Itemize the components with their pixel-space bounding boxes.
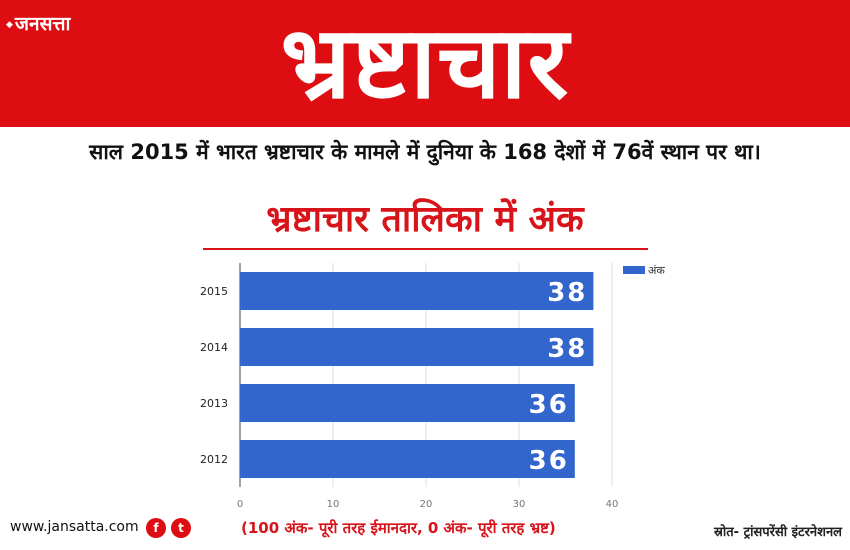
- bar: [240, 440, 575, 478]
- bar: [240, 272, 594, 310]
- score-note: (100 अंक- पूरी तरह ईमानदार, 0 अंक- पूरी …: [241, 519, 556, 537]
- facebook-icon[interactable]: f: [146, 518, 166, 538]
- page-title: भ्रष्टाचार: [280, 4, 570, 121]
- chart-heading: भ्रष्टाचार तालिका में अंक: [266, 199, 584, 240]
- legend-swatch: [623, 266, 645, 274]
- bar: [240, 328, 594, 366]
- data-label: 36: [529, 446, 569, 476]
- tick-label: 0: [237, 499, 243, 510]
- heading-underline: [203, 248, 648, 250]
- bar-chart: 2015 38 2014 38 2013 36 2012 36 0 10 20 30 40 अंक: [200, 263, 665, 510]
- twitter-icon[interactable]: t: [171, 518, 191, 538]
- data-label: 36: [529, 390, 569, 420]
- tick-label: 30: [513, 499, 526, 510]
- source-credit: स्रोत- ट्रांसपरेंसी इंटरनेशनल: [713, 525, 842, 540]
- logo-mark-icon: ◆: [6, 19, 13, 30]
- category-label: 2014: [200, 341, 228, 354]
- bar: [240, 384, 575, 422]
- tick-label: 40: [606, 499, 619, 510]
- subtitle: साल 2015 में भारत भ्रष्टाचार के मामले मे…: [89, 140, 761, 164]
- data-label: 38: [547, 334, 587, 364]
- tick-label: 20: [420, 499, 433, 510]
- category-label: 2013: [200, 397, 228, 410]
- data-label: 38: [547, 278, 587, 308]
- category-label: 2015: [200, 285, 228, 298]
- logo-text: जनसत्ता: [14, 13, 71, 35]
- category-label: 2012: [200, 453, 228, 466]
- header-banner: ◆ जनसत्ता भ्रष्टाचार: [0, 0, 850, 127]
- tick-label: 10: [327, 499, 340, 510]
- site-url[interactable]: www.jansatta.com: [10, 519, 139, 535]
- jansatta-logo[interactable]: ◆ जनसत्ता: [6, 10, 70, 36]
- legend-label: अंक: [648, 264, 665, 277]
